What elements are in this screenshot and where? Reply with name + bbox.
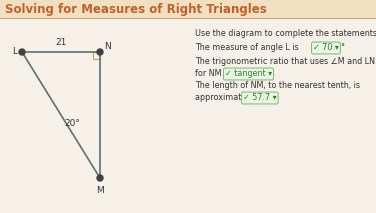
Text: 20°: 20° [64,118,80,128]
Text: 21: 21 [55,38,67,47]
Text: Use the diagram to complete the statements.: Use the diagram to complete the statemen… [195,29,376,37]
Text: M: M [96,186,104,195]
Text: N: N [104,42,111,51]
Circle shape [19,49,25,55]
Circle shape [97,49,103,55]
Text: The length of NM, to the nearest tenth, is: The length of NM, to the nearest tenth, … [195,82,360,91]
Bar [93,52,100,59]
Text: Solving for Measures of Right Triangles: Solving for Measures of Right Triangles [5,3,267,16]
Text: L: L [12,47,17,56]
Text: The measure of angle L is: The measure of angle L is [195,43,301,52]
Text: ✓ tangent ▾: ✓ tangent ▾ [225,69,272,79]
Text: °: ° [340,43,344,52]
Text: for NM is: for NM is [195,69,233,79]
Circle shape [97,175,103,181]
Text: ✓ 57.7 ▾: ✓ 57.7 ▾ [243,94,277,102]
Text: ✓ 70 ▾: ✓ 70 ▾ [313,43,339,52]
Text: approximately: approximately [195,94,256,102]
Text: The trigonometric ratio that uses ∠M and LN to solve: The trigonometric ratio that uses ∠M and… [195,58,376,66]
Bar [0,0,376,18]
